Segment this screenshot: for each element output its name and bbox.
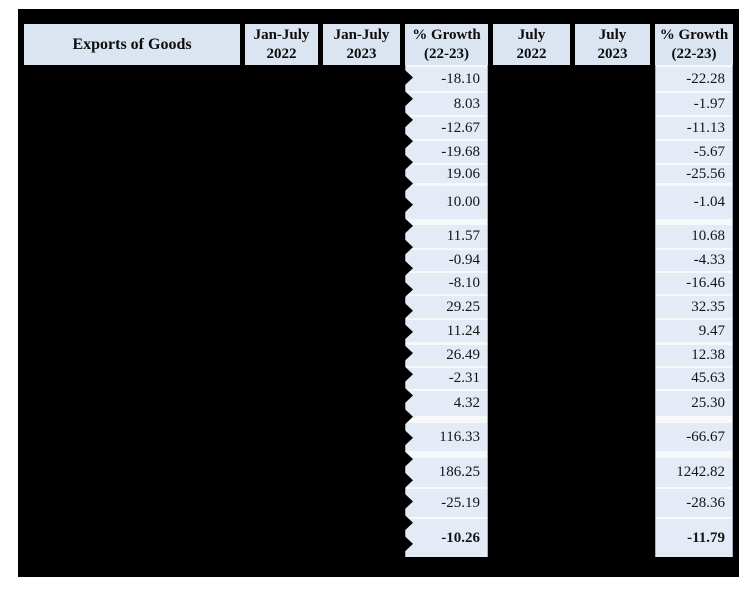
growth-value-cell: -10.26 (406, 519, 487, 557)
growth-value-cell: -2.31 (406, 368, 487, 389)
header-jan-july-2023: Jan-July 2023 (323, 24, 400, 65)
header-exports-of-goods: Exports of Goods (24, 24, 240, 65)
growth-value-cell: -11.79 (656, 519, 732, 557)
growth-value-cell: -1.97 (656, 93, 732, 115)
growth-value-cell: 8.03 (406, 93, 487, 115)
growth-value-cell: 45.63 (656, 368, 732, 389)
growth-value-cell: -4.33 (656, 250, 732, 271)
growth-value-cell: 116.33 (406, 423, 487, 451)
growth-value-cell: 11.24 (406, 320, 487, 342)
growth-value-cell: -22.28 (656, 67, 732, 91)
growth-value-cell: -19.68 (406, 141, 487, 163)
growth-value-cell: -25.56 (656, 165, 732, 183)
growth-value-cell: 4.32 (406, 391, 487, 416)
growth-value-cell: 19.06 (406, 165, 487, 183)
header-growth-jan-july: % Growth (22-23) (405, 24, 488, 65)
growth-value-cell: 10.68 (656, 225, 732, 248)
growth-value-cell: 12.38 (656, 345, 732, 366)
growth-value-cell: -18.10 (406, 67, 487, 91)
growth-value-cell: 29.25 (406, 296, 487, 318)
growth-value-cell: -8.10 (406, 273, 487, 294)
growth-value-cell: 186.25 (406, 458, 487, 487)
growth-value-cell: -5.67 (656, 141, 732, 163)
growth-value-cell: 25.30 (656, 391, 732, 416)
header-july-2022: July 2022 (493, 24, 570, 65)
growth-value-cell: -25.19 (406, 489, 487, 517)
growth-value-cell: -28.36 (656, 489, 732, 517)
growth-value-cell: 10.00 (406, 186, 487, 219)
growth-value-cell: -0.94 (406, 250, 487, 271)
header-jan-july-2022: Jan-July 2022 (245, 24, 318, 65)
column-growth-jan-july: -18.10 8.03 -12.67 -19.68 19.06 10.00 11.57 -0.… (405, 65, 488, 557)
growth-value-cell: 9.47 (656, 320, 732, 342)
growth-value-cell: -1.04 (656, 186, 732, 219)
header-july-2023: July 2023 (575, 24, 650, 65)
growth-value-cell: 11.57 (406, 225, 487, 248)
growth-value-cell: 32.35 (656, 296, 732, 318)
column-growth-july: -22.28 -1.97 -11.13 -5.67 -25.56 -1.04 10.68 -4… (655, 65, 733, 557)
growth-value-cell: -66.67 (656, 423, 732, 451)
growth-value-cell: 26.49 (406, 345, 487, 366)
redacted-table-area: Exports of Goods Jan-July 2022 Jan-July … (18, 9, 739, 577)
growth-value-cell: 1242.82 (656, 458, 732, 487)
growth-value-cell: -11.13 (656, 117, 732, 139)
growth-value-cell: -12.67 (406, 117, 487, 139)
header-growth-july: % Growth (22-23) (655, 24, 733, 65)
growth-value-cell: -16.46 (656, 273, 732, 294)
